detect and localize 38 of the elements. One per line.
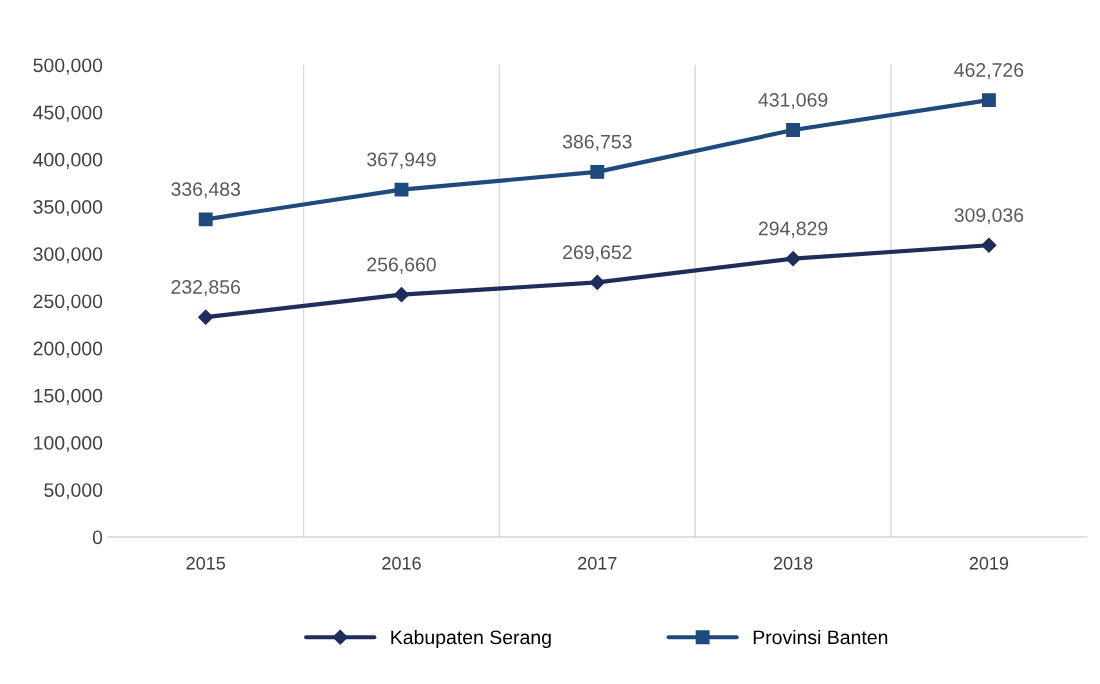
- x-tick-label: 2018: [773, 556, 813, 570]
- data-label: 367,949: [367, 152, 436, 169]
- y-tick-label: 450,000: [33, 105, 103, 122]
- point: [981, 237, 997, 253]
- y-tick-label: 400,000: [33, 152, 103, 169]
- legend-label: Provinsi Banten: [753, 629, 888, 645]
- data-label: 294,829: [758, 221, 828, 238]
- x-tick-label: 2019: [969, 556, 1009, 570]
- x-tick-label: 2015: [186, 556, 226, 570]
- x-tick-label: 2017: [578, 556, 617, 570]
- point: [198, 212, 213, 227]
- data-label: 336,483: [171, 182, 240, 199]
- point: [590, 164, 605, 179]
- y-tick-label: 250,000: [33, 294, 103, 311]
- point: [786, 123, 801, 137]
- y-tick-label: 350,000: [33, 200, 103, 217]
- point: [785, 251, 801, 267]
- data-label: 462,726: [954, 63, 1024, 80]
- data-label: 431,069: [758, 92, 828, 110]
- point: [394, 182, 409, 197]
- point: [589, 274, 605, 290]
- point: [981, 93, 996, 108]
- data-label: 386,753: [562, 134, 632, 151]
- y-tick-label: 200,000: [33, 341, 103, 358]
- x-tick-label: 2016: [382, 556, 421, 570]
- data-label: 232,856: [171, 280, 240, 297]
- y-tick-label: 150,000: [34, 388, 103, 405]
- y-tick-label: 500,000: [33, 58, 103, 75]
- y-tick-label: 300,000: [33, 247, 103, 264]
- y-tick-label: 100,000: [34, 436, 103, 453]
- point: [393, 287, 410, 303]
- data-label: 309,036: [954, 208, 1024, 225]
- legend-label: Kabupaten Serang: [391, 629, 551, 649]
- y-tick-label: 0: [92, 530, 103, 545]
- y-tick-label: 50,000: [44, 483, 103, 500]
- point: [198, 309, 214, 325]
- data-label: 269,652: [563, 245, 632, 262]
- data-label: 256,660: [367, 257, 436, 274]
